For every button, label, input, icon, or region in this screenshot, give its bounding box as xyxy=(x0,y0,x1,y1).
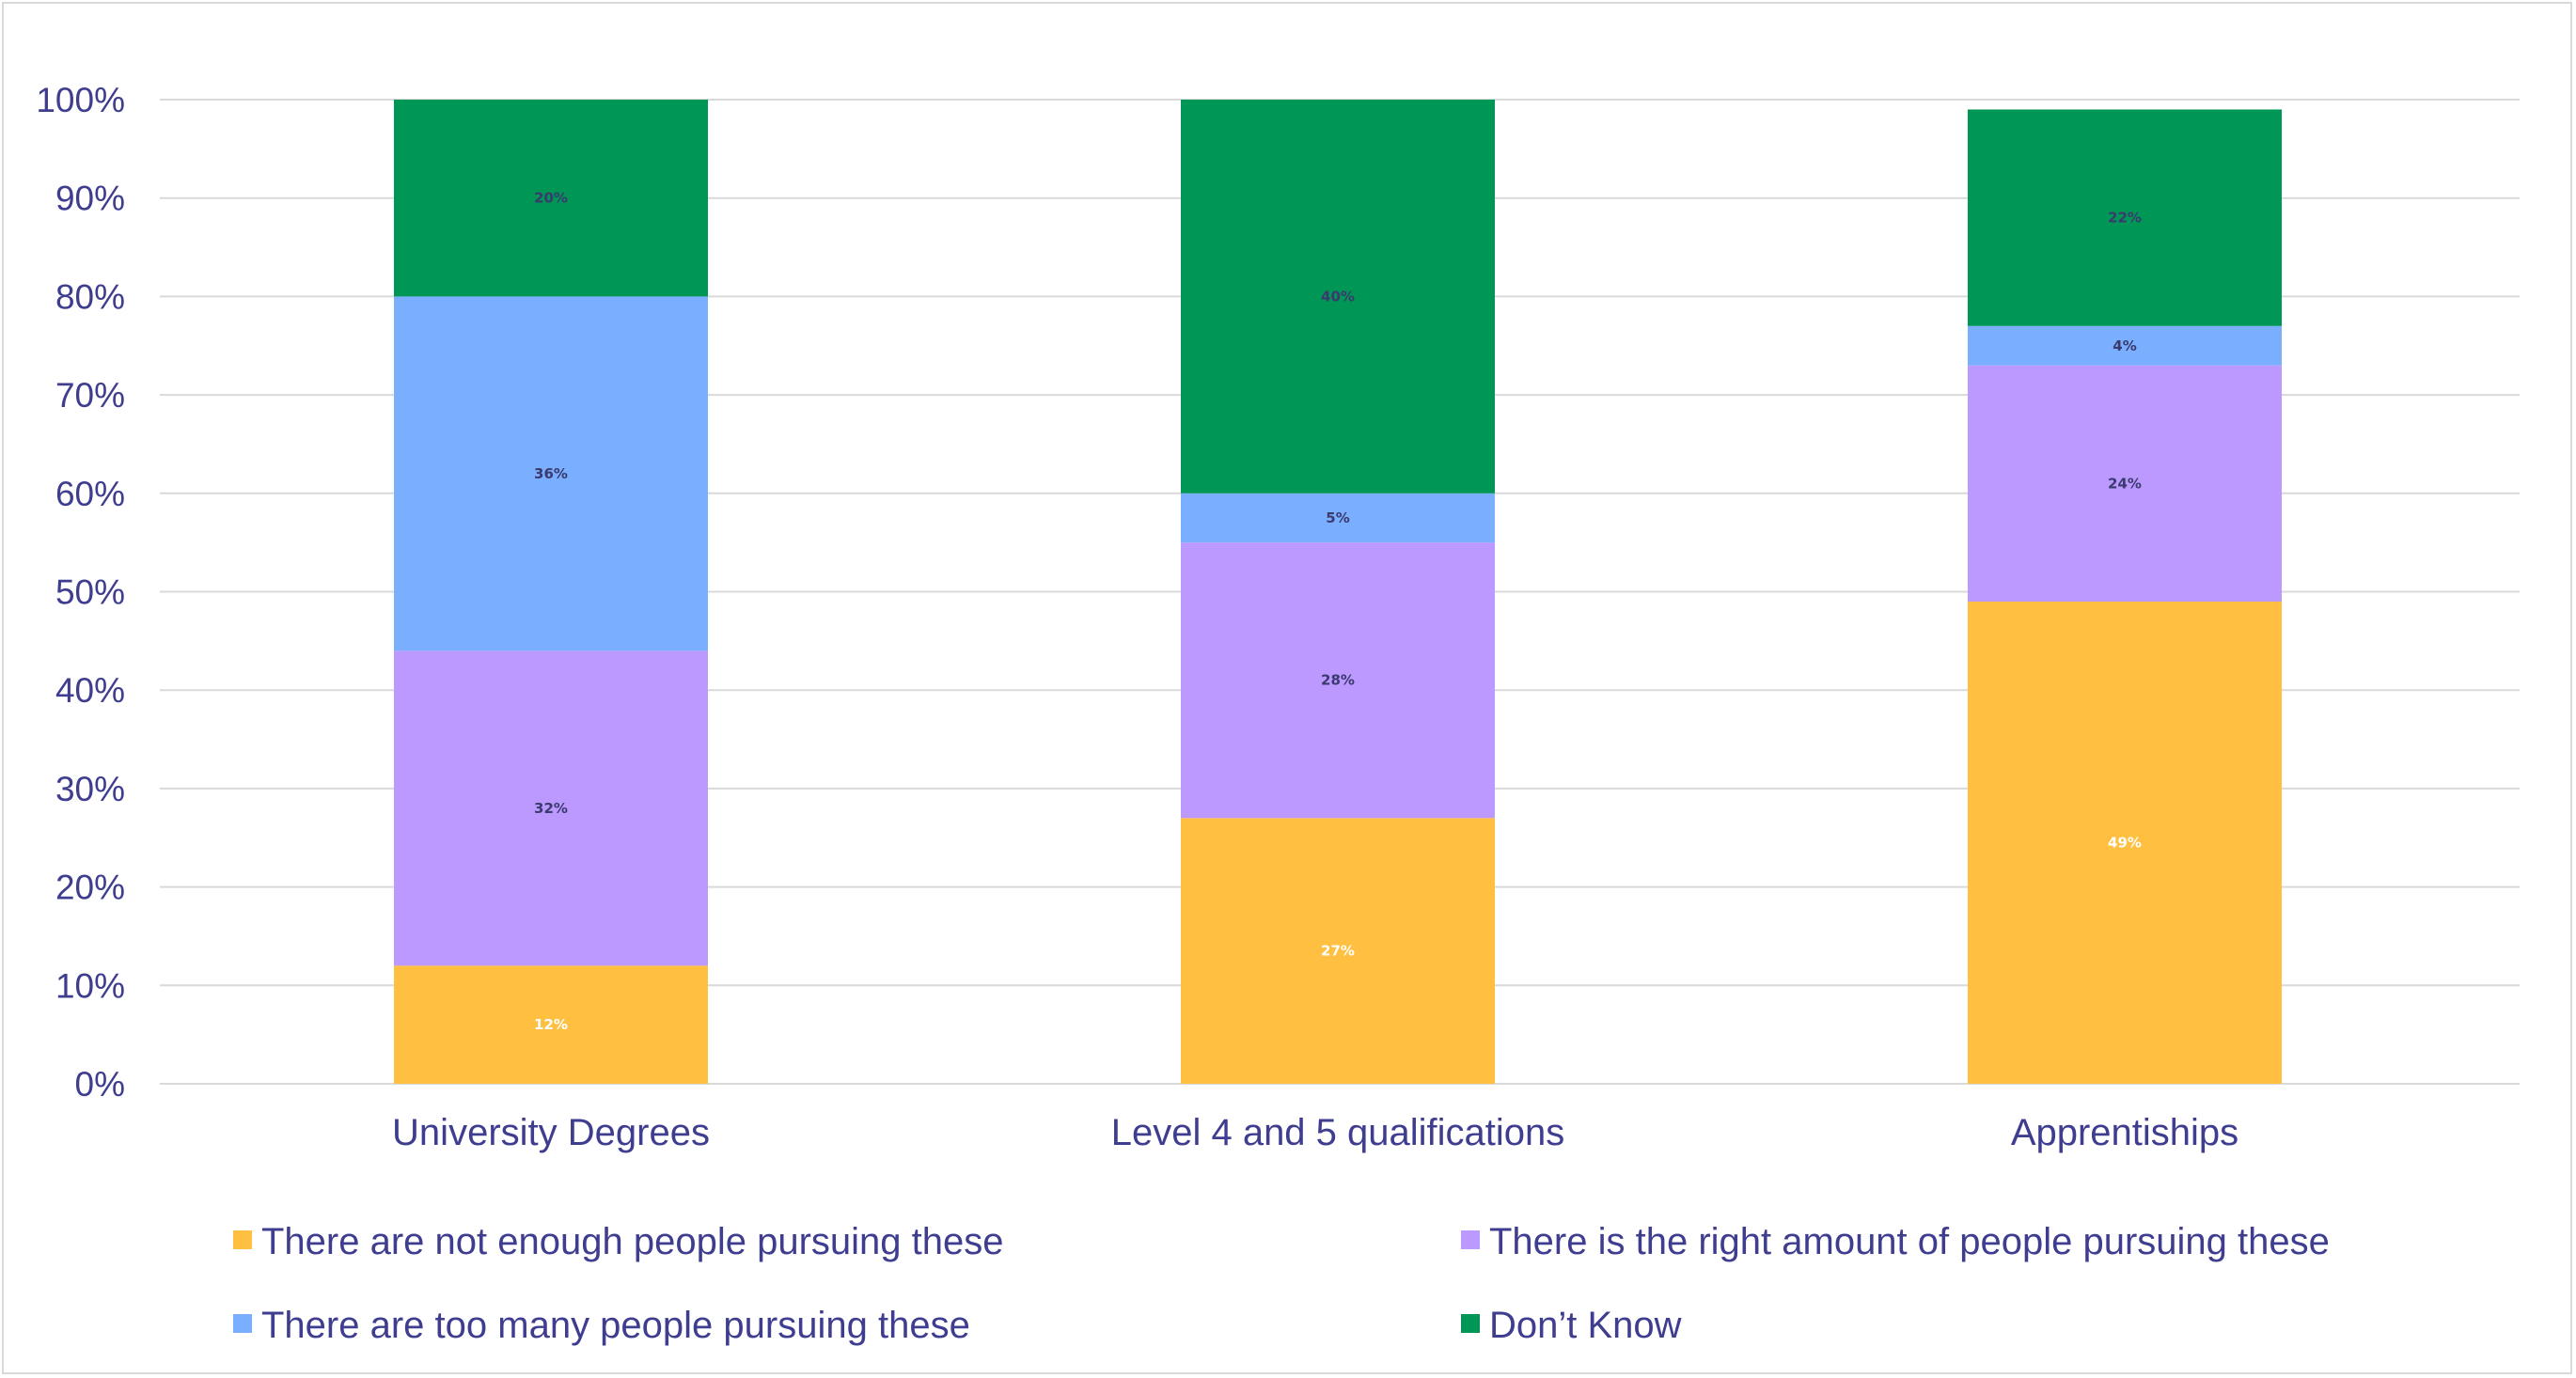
data-label: 40% xyxy=(1321,288,1355,305)
legend-swatch xyxy=(233,1230,252,1249)
y-tick-label: 40% xyxy=(55,671,125,710)
bar-segment xyxy=(394,650,708,966)
data-labels: 12% 32% 36% 20% 27% 28% 5% 40% 49% 24% 4% 22% xyxy=(534,190,2142,1033)
data-label: 49% xyxy=(2108,834,2142,851)
y-tick-label: 90% xyxy=(55,180,125,218)
bar-segment xyxy=(1181,100,1495,493)
bar-segment xyxy=(394,100,708,297)
y-tick-label: 0% xyxy=(75,1065,125,1104)
y-tick-label: 30% xyxy=(55,770,125,808)
data-label: 27% xyxy=(1321,943,1355,960)
bar-segment xyxy=(1968,365,2282,602)
legend-label: There are not enough people pursuing the… xyxy=(261,1221,1003,1262)
bar-segment xyxy=(1968,109,2282,326)
y-tick-label: 100% xyxy=(36,81,125,119)
legend: There are not enough people pursuing the… xyxy=(233,1221,2330,1346)
y-tick-label: 70% xyxy=(55,376,125,415)
data-label: 24% xyxy=(2108,475,2142,492)
data-label: 4% xyxy=(2113,337,2136,354)
bar-segment xyxy=(394,965,708,1084)
y-axis-ticks: 0% 10% 20% 30% 40% 50% 60% 70% 80% 90% 100% xyxy=(36,81,125,1104)
x-category-label: Level 4 and 5 qualifications xyxy=(1111,1112,1565,1153)
bar-segment xyxy=(1181,818,1495,1084)
legend-swatch xyxy=(1461,1230,1480,1249)
data-label: 20% xyxy=(534,190,568,207)
y-tick-label: 20% xyxy=(55,869,125,907)
bar-segment xyxy=(1968,601,2282,1084)
y-tick-label: 10% xyxy=(55,966,125,1005)
bar-segment xyxy=(1968,325,2282,366)
bar-segment xyxy=(394,296,708,651)
bar-segment xyxy=(1181,542,1495,819)
data-label: 32% xyxy=(534,800,568,817)
data-label: 36% xyxy=(534,465,568,482)
x-category-label: University Degrees xyxy=(392,1112,710,1153)
data-label: 28% xyxy=(1321,672,1355,689)
legend-label: Don’t Know xyxy=(1489,1305,1682,1346)
y-tick-label: 80% xyxy=(55,277,125,316)
y-tick-label: 50% xyxy=(55,573,125,612)
x-axis-categories: University Degrees Level 4 and 5 qualific… xyxy=(392,1112,2238,1153)
data-label: 22% xyxy=(2108,210,2142,227)
legend-label: There is the right amount of people purs… xyxy=(1489,1221,2330,1262)
x-category-label: Apprentiships xyxy=(2011,1112,2238,1153)
legend-swatch xyxy=(233,1314,252,1333)
data-label: 5% xyxy=(1326,509,1349,526)
bars xyxy=(394,100,2282,1084)
y-tick-label: 60% xyxy=(55,475,125,513)
bar-segment xyxy=(1181,493,1495,543)
legend-label: There are too many people pursuing these xyxy=(261,1305,970,1346)
data-label: 12% xyxy=(534,1016,568,1033)
legend-swatch xyxy=(1461,1314,1480,1333)
